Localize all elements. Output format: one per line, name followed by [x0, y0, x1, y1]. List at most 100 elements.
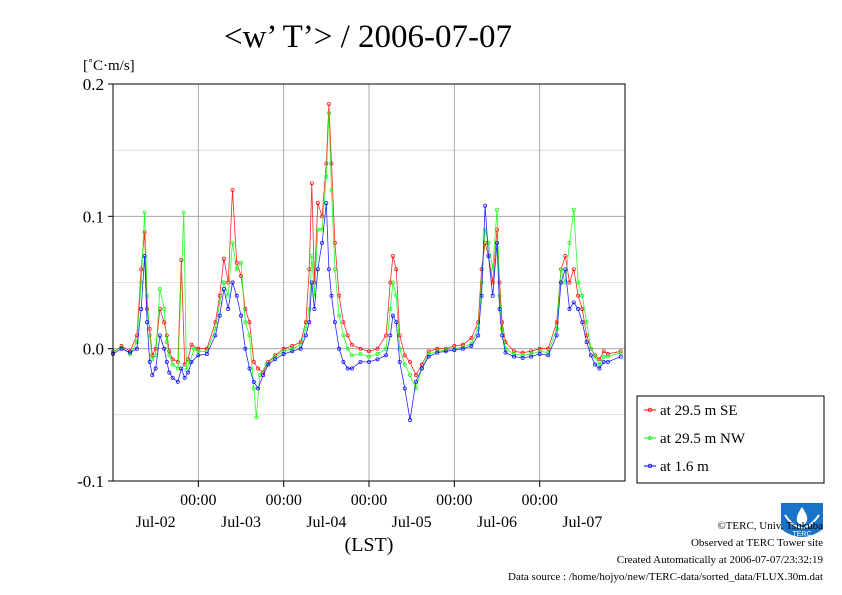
data-point: [388, 280, 393, 285]
data-point: [390, 280, 395, 285]
data-point: [394, 320, 399, 325]
data-point: [597, 366, 602, 371]
data-point: [469, 344, 474, 348]
data-point: [326, 267, 331, 272]
copyright-text: ©TERC, Univ. Tsukuba: [717, 520, 823, 532]
data-point: [375, 346, 380, 351]
data-point: [567, 307, 572, 311]
data-point: [537, 346, 542, 351]
data-point: [341, 359, 346, 364]
data-point: [452, 344, 457, 348]
data-point: [576, 293, 581, 298]
data-point: [326, 111, 331, 116]
data-point: [247, 320, 252, 325]
data-point: [367, 349, 371, 354]
data-point: [601, 354, 606, 359]
data-point: [337, 346, 342, 351]
data-point: [601, 359, 606, 364]
data-point: [312, 307, 317, 311]
data-point: [495, 240, 499, 245]
data-point: [601, 349, 606, 354]
data-point: [490, 267, 495, 272]
data-point: [503, 350, 508, 355]
data-point: [221, 280, 226, 285]
data-point: [329, 187, 334, 192]
data-point: [226, 280, 231, 285]
data-point: [397, 333, 402, 338]
series-line: [112, 103, 621, 376]
data-point: [618, 354, 623, 359]
legend-marker: [647, 407, 653, 413]
data-point: [251, 359, 256, 364]
data-point: [307, 307, 312, 311]
data-point: [196, 346, 201, 351]
data-point: [312, 280, 317, 285]
data-point: [162, 346, 167, 351]
x-axis-label: (LST): [345, 534, 394, 556]
y-tick-label: 0.2: [83, 75, 104, 94]
data-point: [563, 267, 568, 272]
data-point: [512, 352, 517, 356]
data-point: [367, 354, 371, 359]
data-point: [588, 353, 593, 358]
data-point: [537, 352, 542, 356]
data-point: [469, 336, 474, 341]
data-point: [145, 293, 150, 298]
x-date-label: Jul-07: [562, 514, 602, 531]
series-3: [111, 201, 623, 423]
data-point: [605, 352, 610, 356]
data-point: [571, 207, 576, 212]
data-point: [309, 254, 314, 258]
y-tick-label: 0.0: [83, 340, 104, 359]
data-point: [167, 349, 172, 354]
data-point: [435, 350, 440, 355]
series-2: [111, 111, 623, 420]
data-point: [426, 354, 431, 359]
data-point: [390, 254, 395, 258]
data-point: [324, 174, 329, 179]
data-point: [580, 307, 585, 311]
legend-label: at 1.6 m: [660, 459, 709, 475]
data-point: [341, 333, 346, 338]
data-point: [307, 320, 312, 325]
series-line: [112, 203, 621, 421]
data-point: [597, 357, 602, 362]
data-point: [196, 349, 201, 354]
data-point: [162, 307, 167, 311]
series-layer: [111, 101, 623, 423]
data-point: [349, 342, 354, 347]
data-point: [324, 161, 329, 166]
data-point: [162, 320, 167, 325]
data-point: [251, 386, 256, 391]
data-point: [571, 300, 576, 305]
data-point: [164, 340, 169, 345]
data-point: [605, 359, 610, 364]
data-point: [512, 354, 517, 359]
data-point: [349, 366, 354, 371]
observed-text: Observed at TERC Tower site: [690, 537, 823, 549]
data-point: [358, 346, 363, 351]
data-point: [239, 273, 243, 278]
data-point: [337, 313, 342, 318]
data-point: [254, 415, 259, 420]
data-point: [529, 349, 534, 354]
created-text: Created Automatically at 2006-07-07/23:3…: [616, 554, 823, 566]
data-point: [593, 362, 598, 367]
data-point: [559, 267, 563, 272]
data-point: [175, 379, 180, 384]
data-point: [341, 320, 346, 325]
data-point: [426, 352, 431, 356]
grid: [113, 83, 625, 482]
data-point: [230, 280, 235, 285]
data-point: [375, 352, 380, 356]
data-point: [170, 362, 175, 367]
data-point: [397, 359, 402, 364]
data-point: [486, 240, 491, 245]
legend: at 29.5 m SE at 29.5 m NW at 1.6 m: [636, 395, 825, 484]
data-point: [529, 352, 534, 356]
data-point: [320, 240, 325, 245]
data-point: [443, 349, 448, 354]
data-point: [261, 373, 266, 378]
data-point: [554, 326, 559, 331]
data-point: [273, 357, 278, 362]
